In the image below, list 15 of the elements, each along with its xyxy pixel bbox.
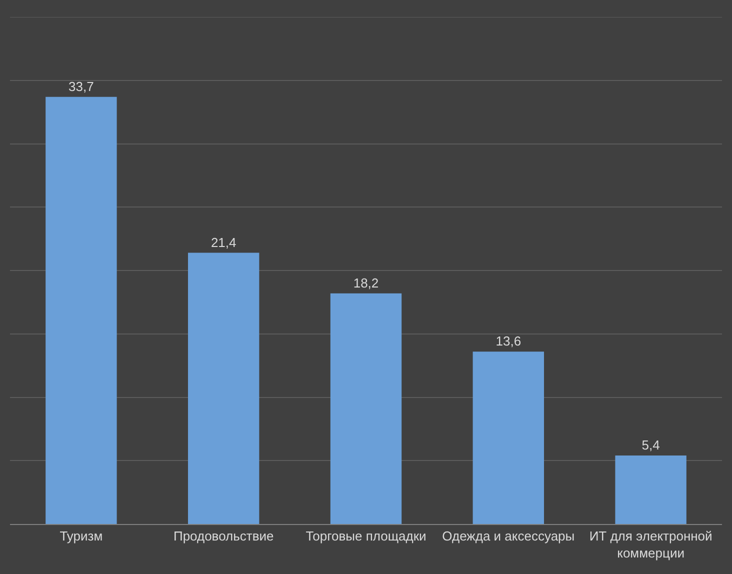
x-tick-label: Продовольствие: [173, 528, 274, 544]
x-tick-label: Торговые площадки: [306, 528, 426, 544]
data-label: 18,2: [353, 275, 379, 290]
bar: [46, 96, 117, 524]
data-label: 21,4: [210, 234, 236, 250]
data-label: 33,7: [68, 78, 94, 94]
x-tick-label: ИТ для электронной коммерции: [589, 528, 712, 560]
bar: [330, 293, 402, 524]
bar: [472, 352, 544, 524]
bar: [615, 456, 686, 524]
data-label: 5,4: [642, 438, 660, 453]
data-label: 13,6: [496, 334, 522, 349]
x-tick-label: Одежда и аксессуары: [442, 528, 575, 544]
bar: [188, 252, 260, 524]
x-tick-label: Туризм: [60, 528, 103, 544]
